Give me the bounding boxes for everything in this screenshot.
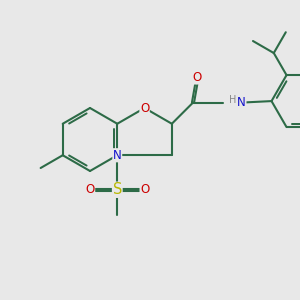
Text: O: O xyxy=(140,101,149,115)
Text: O: O xyxy=(85,183,94,196)
Text: O: O xyxy=(140,183,149,196)
Text: N: N xyxy=(113,149,122,162)
Text: H: H xyxy=(229,95,236,105)
Text: S: S xyxy=(112,182,122,197)
Text: O: O xyxy=(192,71,202,84)
Text: N: N xyxy=(237,96,246,109)
